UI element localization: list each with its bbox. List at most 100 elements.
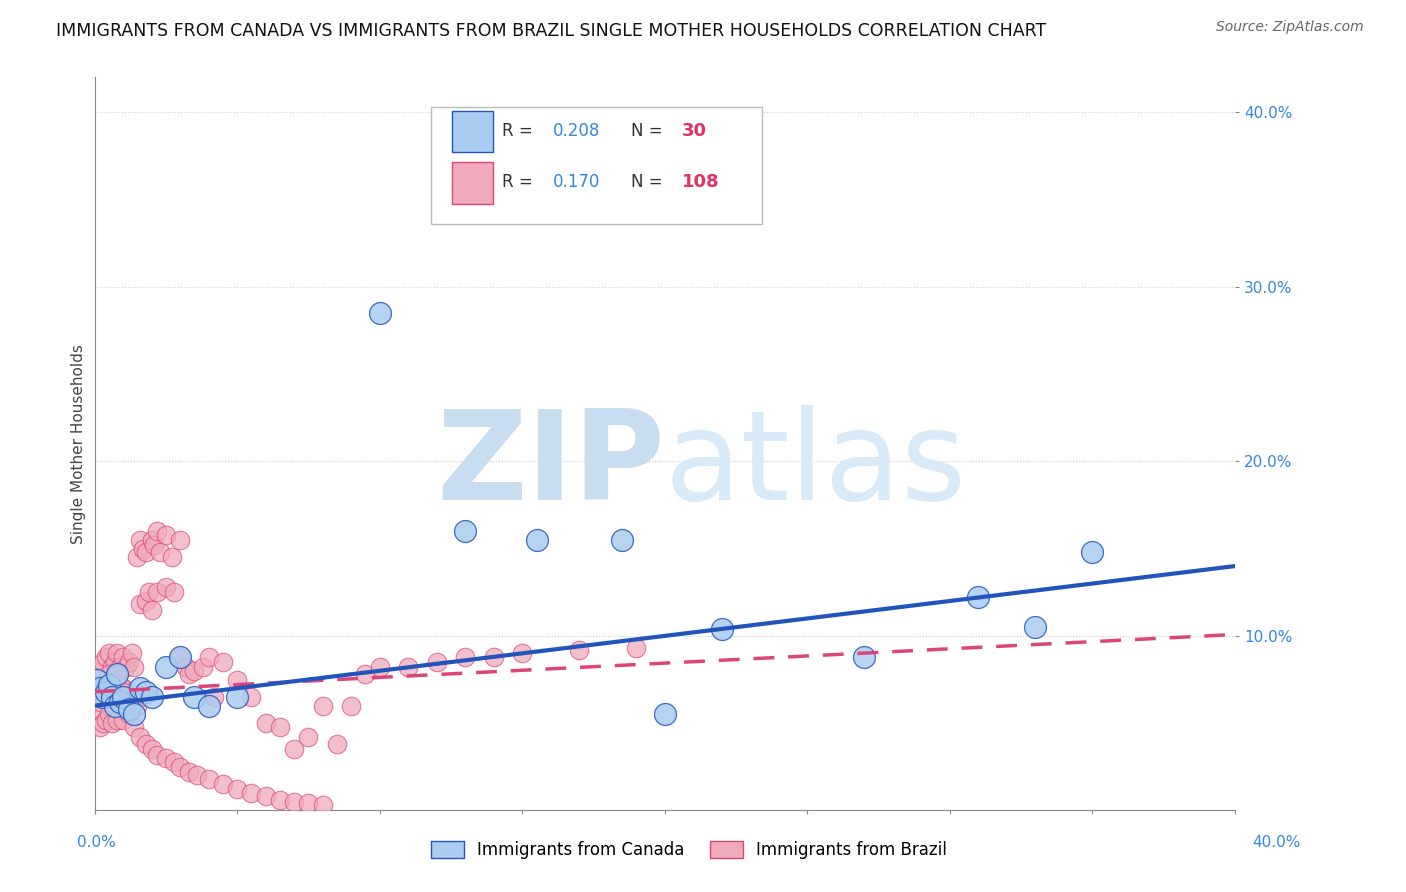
Point — [254, 716, 277, 731]
Point — [197, 649, 219, 664]
Point — [97, 678, 120, 692]
Point — [124, 695, 146, 709]
Point — [138, 585, 160, 599]
Point — [94, 684, 117, 698]
Point — [354, 667, 377, 681]
Point — [191, 660, 214, 674]
Point — [100, 716, 122, 731]
Point — [100, 690, 122, 704]
Point — [100, 660, 122, 674]
Point — [91, 716, 114, 731]
Text: R =: R = — [502, 122, 537, 140]
Point — [103, 684, 125, 698]
Point — [368, 660, 391, 674]
Point — [177, 764, 200, 779]
Point — [103, 698, 125, 713]
Point — [155, 660, 177, 674]
Point — [141, 603, 163, 617]
Point — [143, 538, 166, 552]
FancyBboxPatch shape — [451, 112, 492, 153]
Point — [197, 698, 219, 713]
Point — [396, 660, 419, 674]
Point — [163, 585, 186, 599]
Point — [86, 673, 108, 687]
Text: 30: 30 — [682, 122, 707, 140]
Point — [340, 698, 363, 713]
Point — [169, 760, 191, 774]
Point — [135, 545, 157, 559]
Point — [94, 713, 117, 727]
Point — [967, 591, 990, 605]
Point — [112, 681, 135, 696]
Point — [112, 684, 135, 698]
Point — [426, 655, 449, 669]
Point — [115, 660, 138, 674]
Point — [89, 720, 111, 734]
Point — [368, 306, 391, 320]
Point — [283, 795, 305, 809]
Point — [91, 678, 114, 692]
Point — [129, 533, 152, 547]
Point — [149, 545, 172, 559]
Point — [129, 681, 152, 696]
Point — [118, 707, 141, 722]
Point — [124, 720, 146, 734]
Point — [103, 690, 125, 704]
Point — [183, 690, 205, 704]
Point — [1081, 545, 1104, 559]
Point — [118, 655, 141, 669]
Text: N =: N = — [631, 173, 668, 191]
Point — [169, 649, 191, 664]
Point — [91, 690, 114, 704]
Text: N =: N = — [631, 122, 668, 140]
Text: R =: R = — [502, 173, 537, 191]
Point — [118, 702, 141, 716]
Point — [86, 678, 108, 692]
Point — [105, 667, 128, 681]
Point — [454, 649, 477, 664]
Point — [110, 660, 132, 674]
Point — [97, 707, 120, 722]
FancyBboxPatch shape — [432, 107, 762, 224]
Point — [568, 643, 591, 657]
Point — [121, 646, 143, 660]
Point — [626, 641, 648, 656]
Point — [853, 649, 876, 664]
FancyBboxPatch shape — [451, 162, 492, 203]
Point — [482, 649, 505, 664]
Point — [121, 690, 143, 704]
Point — [269, 793, 291, 807]
Text: 0.208: 0.208 — [553, 122, 600, 140]
Point — [240, 690, 263, 704]
Point — [269, 720, 291, 734]
Point — [129, 598, 152, 612]
Text: 0.170: 0.170 — [553, 173, 600, 191]
Point — [105, 667, 128, 681]
Point — [226, 782, 249, 797]
Point — [105, 713, 128, 727]
Point — [127, 698, 149, 713]
Point — [155, 751, 177, 765]
Point — [129, 730, 152, 744]
Point — [311, 698, 333, 713]
Point — [124, 707, 146, 722]
Point — [202, 690, 225, 704]
Point — [112, 649, 135, 664]
Point — [127, 550, 149, 565]
Point — [254, 789, 277, 804]
Point — [86, 702, 108, 716]
Point — [97, 646, 120, 660]
Point — [177, 667, 200, 681]
Point — [710, 622, 733, 636]
Point — [155, 527, 177, 541]
Point — [141, 690, 163, 704]
Point — [160, 550, 183, 565]
Point — [1024, 620, 1046, 634]
Point — [89, 695, 111, 709]
Point — [100, 690, 122, 704]
Text: ZIP: ZIP — [436, 405, 665, 526]
Point — [110, 690, 132, 704]
Point — [110, 695, 132, 709]
Point — [97, 681, 120, 696]
Point — [112, 713, 135, 727]
